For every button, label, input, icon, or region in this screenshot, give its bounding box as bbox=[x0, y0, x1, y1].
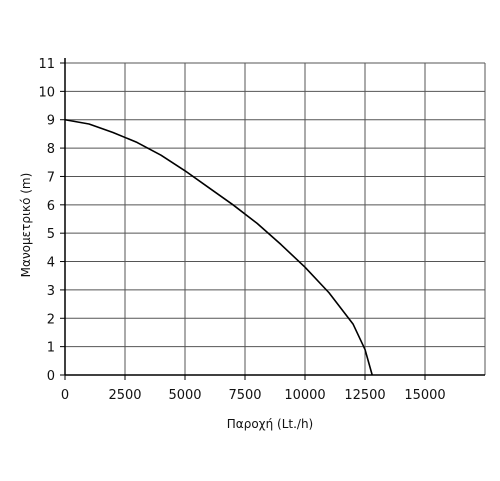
y-tick-label: 4 bbox=[47, 256, 55, 271]
series-group bbox=[64, 118, 373, 376]
y-tick-label: 5 bbox=[47, 227, 55, 242]
series-line bbox=[64, 118, 373, 376]
y-tick-label: 8 bbox=[47, 142, 55, 157]
grid bbox=[65, 62, 486, 375]
y-tick-labels: 0 1 2 3 4 5 6 7 8 9 10 11 bbox=[38, 57, 55, 384]
y-tick-label: 9 bbox=[47, 114, 55, 129]
y-tick-label: 10 bbox=[38, 85, 55, 100]
x-axis-label: Παροχή (Lt./h) bbox=[227, 417, 313, 431]
axes bbox=[60, 58, 485, 380]
y-tick-label: 3 bbox=[47, 284, 55, 299]
y-tick-label: 2 bbox=[47, 312, 55, 327]
x-tick-label: 12500 bbox=[344, 388, 385, 403]
y-tick-label: 6 bbox=[47, 199, 55, 214]
y-tick-label: 0 bbox=[47, 369, 55, 384]
x-tick-label: 10000 bbox=[284, 388, 325, 403]
y-tick-label: 11 bbox=[38, 57, 55, 72]
y-tick-label: 1 bbox=[47, 341, 55, 356]
x-tick-labels: 0 2500 5000 7500 10000 12500 15000 bbox=[61, 388, 446, 403]
x-tick-label: 0 bbox=[61, 388, 69, 403]
y-axis-label: Μανομετρικό (m) bbox=[19, 173, 33, 278]
x-tick-label: 7500 bbox=[228, 388, 261, 403]
x-tick-label: 5000 bbox=[168, 388, 201, 403]
y-tick-label: 7 bbox=[47, 170, 55, 185]
x-tick-label: 15000 bbox=[404, 388, 445, 403]
x-tick-label: 2500 bbox=[108, 388, 141, 403]
